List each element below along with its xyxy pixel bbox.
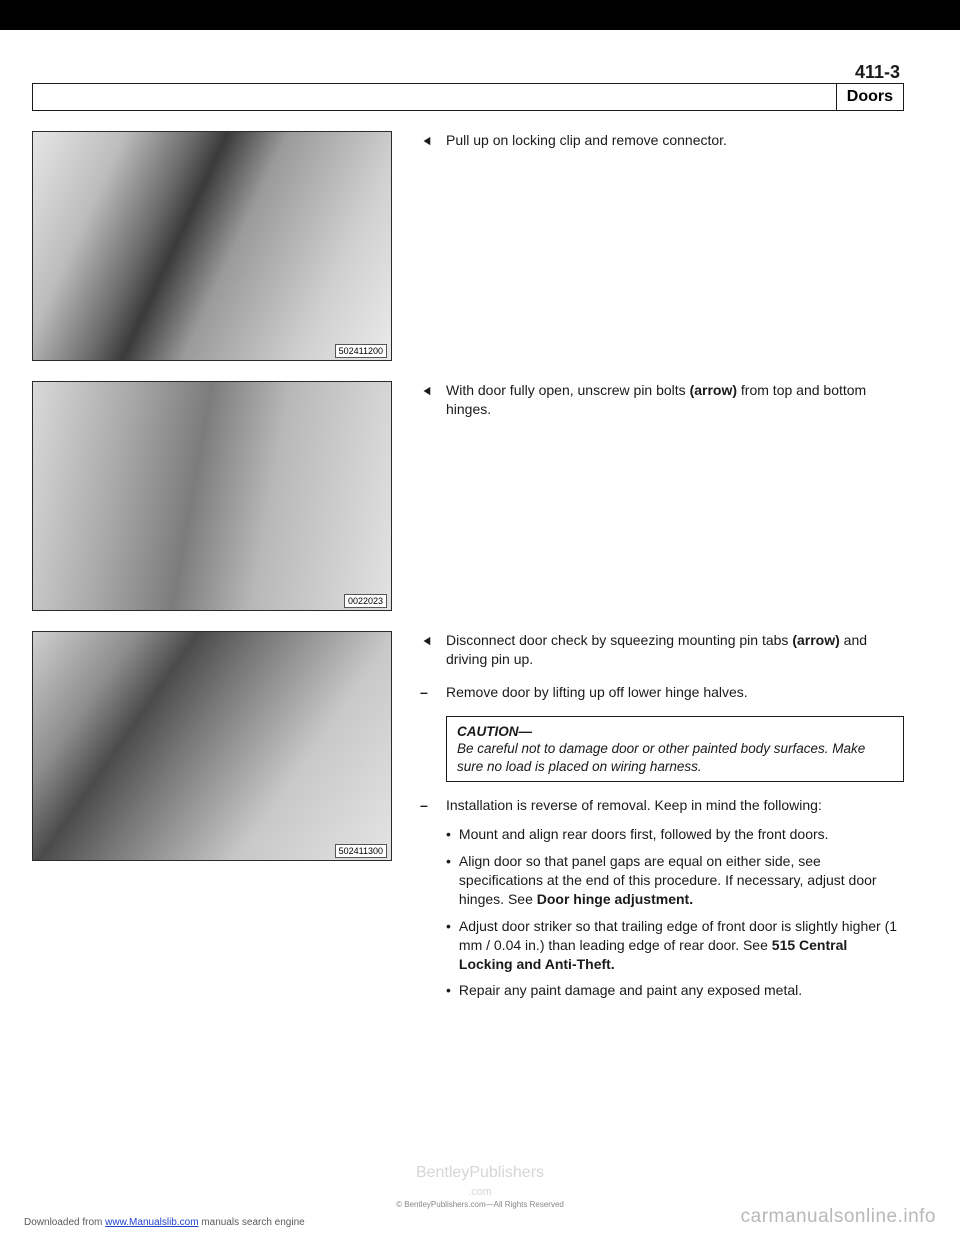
text-block-3: ◄ Disconnect door check by squeezing mou… bbox=[420, 631, 904, 1008]
triangle-arrow-icon: ◄ bbox=[420, 631, 436, 669]
install-intro: – Installation is reverse of removal. Ke… bbox=[420, 796, 904, 815]
bullet-icon: • bbox=[446, 852, 451, 909]
step-3-pre: Disconnect door check by squeezing mount… bbox=[446, 632, 792, 648]
footer-center: BentleyPublishers .com © BentleyPublishe… bbox=[396, 1164, 564, 1210]
step-2-pre: With door fully open, unscrew pin bolts bbox=[446, 382, 690, 398]
dash-icon: – bbox=[420, 683, 436, 702]
triangle-arrow-icon: ◄ bbox=[420, 131, 436, 150]
figure-1: 502411200 bbox=[32, 131, 392, 361]
caution-body: Be careful not to damage door or other p… bbox=[457, 741, 865, 774]
page-body: 411-3 Doors 502411200 ◄ Pull up on locki… bbox=[0, 30, 960, 1008]
page-number: 411-3 bbox=[32, 62, 904, 83]
footer-center-com: .com bbox=[468, 1186, 492, 1198]
bullet-icon: • bbox=[446, 981, 451, 1000]
page-footer: Downloaded from www.Manualslib.com manua… bbox=[0, 1206, 960, 1228]
text-block-2: ◄ With door fully open, unscrew pin bolt… bbox=[420, 381, 904, 611]
bullet-2-text: Align door so that panel gaps are equal … bbox=[459, 852, 904, 909]
figure-2-id: 0022023 bbox=[344, 594, 387, 608]
step-1: ◄ Pull up on locking clip and remove con… bbox=[420, 131, 904, 150]
figure-3: 502411300 bbox=[32, 631, 392, 861]
footer-watermark: carmanualsonline.info bbox=[741, 1206, 936, 1228]
bullet-1: • Mount and align rear doors first, foll… bbox=[446, 825, 904, 844]
bullet-1-text: Mount and align rear doors first, follow… bbox=[459, 825, 829, 844]
install-bullets: • Mount and align rear doors first, foll… bbox=[446, 825, 904, 1000]
step-3: ◄ Disconnect door check by squeezing mou… bbox=[420, 631, 904, 669]
install-intro-text: Installation is reverse of removal. Keep… bbox=[446, 796, 822, 815]
caution-title: CAUTION— bbox=[457, 724, 532, 739]
step-3-bold: (arrow) bbox=[792, 632, 839, 648]
bullet-2: • Align door so that panel gaps are equa… bbox=[446, 852, 904, 909]
bullet-4-text: Repair any paint damage and paint any ex… bbox=[459, 981, 802, 1000]
footer-left-post: manuals search engine bbox=[199, 1217, 305, 1228]
triangle-arrow-icon: ◄ bbox=[420, 381, 436, 419]
caution-box: CAUTION— Be careful not to damage door o… bbox=[446, 716, 904, 783]
step-2-text: With door fully open, unscrew pin bolts … bbox=[446, 381, 904, 419]
figure-3-id: 502411300 bbox=[335, 844, 387, 858]
footer-center-main: BentleyPublishers bbox=[416, 1164, 544, 1181]
footer-link[interactable]: www.Manualslib.com bbox=[105, 1217, 198, 1228]
footer-left: Downloaded from www.Manualslib.com manua… bbox=[24, 1217, 305, 1228]
step-2-bold: (arrow) bbox=[690, 382, 737, 398]
step-2: ◄ With door fully open, unscrew pin bolt… bbox=[420, 381, 904, 419]
content-row-3: 502411300 ◄ Disconnect door check by squ… bbox=[32, 631, 904, 1008]
section-title: Doors bbox=[836, 84, 903, 110]
footer-left-pre: Downloaded from bbox=[24, 1217, 105, 1228]
text-block-1: ◄ Pull up on locking clip and remove con… bbox=[420, 131, 904, 361]
bullet-icon: • bbox=[446, 917, 451, 974]
content-row-2: 0022023 ◄ With door fully open, unscrew … bbox=[32, 381, 904, 611]
figure-1-id: 502411200 bbox=[335, 344, 387, 358]
bullet-4: • Repair any paint damage and paint any … bbox=[446, 981, 904, 1000]
bullet-icon: • bbox=[446, 825, 451, 844]
page-header: 411-3 Doors bbox=[32, 62, 904, 111]
step-4-text: Remove door by lifting up off lower hing… bbox=[446, 683, 748, 702]
content-row-1: 502411200 ◄ Pull up on locking clip and … bbox=[32, 131, 904, 361]
step-3-text: Disconnect door check by squeezing mount… bbox=[446, 631, 904, 669]
footer-center-small: © BentleyPublishers.com—All Rights Reser… bbox=[396, 1201, 564, 1210]
section-title-bar: Doors bbox=[32, 83, 904, 111]
figure-2: 0022023 bbox=[32, 381, 392, 611]
bullet-2-bold: Door hinge adjustment. bbox=[537, 891, 693, 907]
dash-icon: – bbox=[420, 796, 436, 815]
bullet-3: • Adjust door striker so that trailing e… bbox=[446, 917, 904, 974]
section-bar-faint-text bbox=[33, 84, 836, 110]
step-1-text: Pull up on locking clip and remove conne… bbox=[446, 131, 727, 150]
top-black-bar bbox=[0, 0, 960, 30]
bullet-3-text: Adjust door striker so that trailing edg… bbox=[459, 917, 904, 974]
step-4: – Remove door by lifting up off lower hi… bbox=[420, 683, 904, 702]
